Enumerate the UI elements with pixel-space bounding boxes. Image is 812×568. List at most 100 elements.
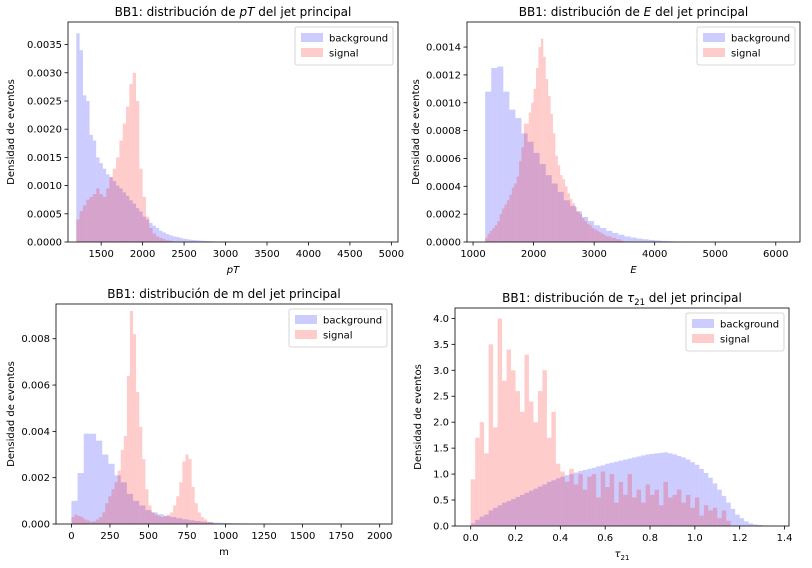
background-bar — [520, 494, 525, 526]
y-tick-label: 0.0 — [433, 522, 449, 533]
background-bar — [159, 230, 163, 242]
background-bar — [114, 475, 121, 524]
background-bar — [484, 514, 489, 526]
background-bar — [663, 452, 668, 526]
signal-bar — [210, 522, 214, 524]
signal-bar — [132, 72, 136, 242]
y-tick-label: 0.0014 — [426, 43, 461, 54]
signal-bar — [129, 310, 134, 524]
bars-group — [71, 310, 257, 524]
signal-bar — [540, 38, 544, 242]
signal-bar — [538, 47, 541, 242]
signal-bar — [470, 479, 476, 526]
signal-bar — [645, 484, 651, 526]
background-bar — [744, 521, 749, 526]
signal-bar — [582, 489, 588, 526]
signal-bar — [96, 188, 100, 242]
background-bar — [527, 141, 534, 242]
background-bar — [575, 211, 583, 242]
signal-bar — [155, 236, 160, 242]
background-bar — [175, 236, 180, 242]
signal-bar — [548, 95, 551, 242]
y-axis-label: Densidad de eventos — [6, 361, 17, 467]
x-tick-label: 2000 — [521, 249, 546, 260]
signal-bar — [569, 198, 573, 242]
signal-bar — [726, 520, 731, 526]
signal-bar — [519, 161, 522, 242]
background-bar — [632, 457, 637, 526]
background-bar — [213, 522, 220, 524]
signal-bar — [676, 489, 682, 526]
axes-frame — [55, 303, 393, 525]
signal-legend-swatch — [692, 334, 714, 343]
background-bar — [170, 517, 177, 524]
background-legend-swatch — [295, 315, 317, 324]
signal-bar — [207, 521, 211, 524]
signal-bar — [139, 426, 143, 524]
background-bar — [112, 181, 117, 242]
x-axis-label: E — [630, 265, 637, 276]
y-tick-label: 0.0015 — [27, 153, 62, 164]
background-bar — [660, 240, 667, 242]
y-tick-label: 3.5 — [433, 340, 449, 351]
signal-bar — [591, 228, 595, 242]
signal-bar — [552, 133, 556, 242]
signal-bar — [86, 520, 90, 524]
background-bar — [108, 463, 115, 524]
background-bar — [185, 239, 190, 242]
background-bar — [133, 500, 140, 524]
signal-bar — [608, 236, 612, 242]
background-bar — [667, 453, 673, 526]
background-bar — [202, 240, 206, 242]
background-bar — [524, 492, 529, 526]
background-bar — [690, 462, 695, 526]
y-tick-label: 1.0 — [433, 470, 449, 481]
y-tick-label: 0.0006 — [426, 154, 461, 165]
background-bar — [650, 453, 655, 526]
signal-bar — [120, 449, 124, 524]
signal-bar — [506, 200, 510, 242]
background-bar — [139, 505, 146, 524]
legend-box — [685, 312, 785, 352]
x-tick-label: 5000 — [379, 249, 404, 260]
signal-bar — [191, 486, 195, 524]
signal-bar — [712, 507, 718, 526]
signal-bar — [126, 106, 130, 242]
signal-bar — [531, 102, 534, 242]
legend: background signal — [696, 26, 796, 66]
legend: background signal — [294, 26, 394, 66]
signal-bar — [497, 221, 500, 242]
x-tick-label: 1250 — [251, 531, 276, 542]
background-bar — [511, 499, 516, 526]
y-tick-label: 0.006 — [21, 381, 50, 392]
background-bar — [606, 230, 613, 242]
signal-bar — [685, 494, 691, 526]
signal-bar — [83, 519, 87, 524]
signal-bar — [589, 225, 592, 242]
signal-bar — [502, 208, 505, 242]
signal-bar — [126, 375, 130, 524]
background-bar — [182, 519, 189, 524]
background-bar — [515, 118, 522, 242]
signal-bar — [176, 496, 180, 524]
background-bar — [172, 236, 176, 242]
background-bar — [135, 208, 140, 242]
background-bar — [145, 219, 150, 242]
signal-legend-swatch — [703, 48, 725, 57]
signal-bar — [77, 515, 81, 524]
x-tick-label: 0.8 — [642, 533, 658, 544]
background-bar — [126, 195, 130, 242]
signal-bar — [86, 199, 90, 242]
background-legend-swatch — [301, 33, 323, 42]
signal-bar — [194, 503, 198, 524]
y-tick-label: 0.002 — [21, 473, 50, 484]
x-tick-label: 2500 — [171, 249, 196, 260]
background-legend-label: background — [323, 316, 382, 327]
signal-bar — [565, 186, 568, 242]
background-bar — [120, 482, 127, 524]
x-tick-label: 1.0 — [687, 533, 703, 544]
y-tick-label: 0.0020 — [27, 125, 62, 136]
signal-bar — [79, 210, 83, 242]
signal-bar — [515, 391, 520, 526]
background-bar — [96, 157, 100, 242]
